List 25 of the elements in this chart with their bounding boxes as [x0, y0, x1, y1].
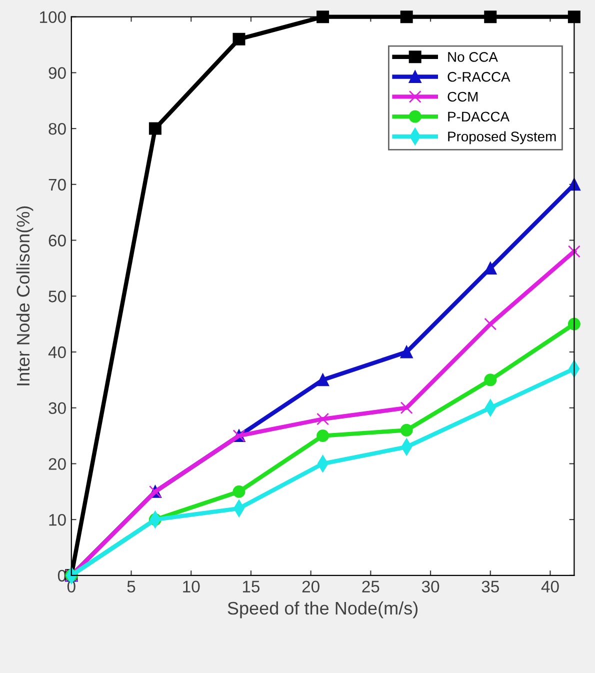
y-tick-label: 80 — [48, 122, 66, 135]
x-tick-label: 40 — [541, 580, 559, 593]
y-tick-label: 60 — [48, 234, 66, 246]
y-tick-label: 90 — [48, 67, 66, 79]
x-tick-label: 20 — [302, 580, 320, 593]
y-axis-title: Inter Node Collison(%) — [16, 206, 34, 386]
y-tick-label: 50 — [48, 290, 66, 302]
x-tick-label: 30 — [422, 580, 440, 593]
y-tick-label: 40 — [48, 346, 66, 358]
y-tick-label: 100 — [40, 11, 66, 24]
x-axis-title: Speed of the Node(m/s) — [228, 601, 418, 618]
legend-label: CCM — [448, 92, 478, 102]
x-tick-label: 15 — [242, 580, 260, 593]
legend-label: P-DACCA — [448, 112, 510, 122]
legend-label: C-RACCA — [448, 72, 510, 82]
legend-label: Proposed System — [448, 131, 556, 144]
legend-label: No CCA — [448, 52, 498, 62]
y-tick-label: 70 — [48, 178, 66, 191]
x-tick-label: 35 — [482, 580, 499, 593]
x-tick-label: 5 — [127, 580, 136, 593]
y-tick-label: 30 — [48, 402, 66, 414]
x-tick-label: 10 — [183, 580, 200, 593]
y-tick-label: 10 — [49, 514, 66, 526]
x-tick-label: 25 — [362, 580, 380, 593]
y-tick-label: 20 — [48, 458, 66, 470]
